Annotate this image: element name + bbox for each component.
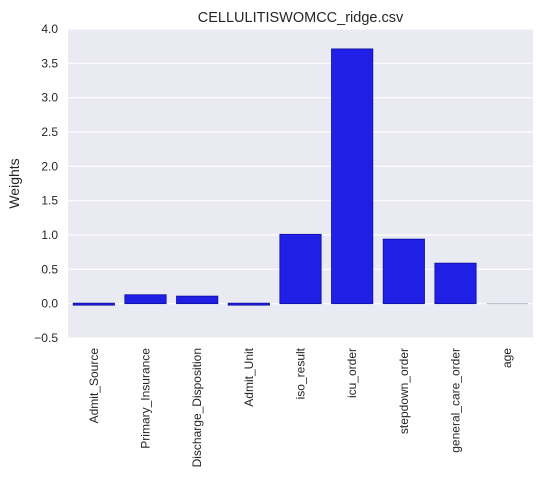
x-tick-label: iso_result bbox=[294, 347, 308, 399]
x-tick-label: Admit_Unit bbox=[242, 347, 256, 406]
y-tick-labels: −0.5 0.0 0.5 1.0 1.5 2.0 2.5 3.0 3.5 4.0 bbox=[34, 22, 58, 345]
bar-stepdown-order bbox=[382, 238, 425, 305]
bar-iso-result bbox=[279, 233, 322, 305]
y-tick-label: 2.0 bbox=[41, 159, 58, 173]
bar-icu-order bbox=[331, 48, 374, 305]
bars bbox=[72, 48, 528, 306]
y-tick-label: 4.0 bbox=[41, 22, 58, 36]
y-tick-label: 3.0 bbox=[41, 91, 58, 105]
y-tick-label: 1.5 bbox=[41, 194, 58, 208]
y-axis-title: Weights bbox=[6, 158, 22, 208]
y-tick-label: 0.5 bbox=[41, 262, 58, 276]
x-tick-label: stepdown_order bbox=[397, 348, 411, 434]
x-tick-label: Primary_Insurance bbox=[139, 348, 153, 449]
x-tick-label: general_care_order bbox=[449, 348, 463, 453]
bar-age bbox=[486, 303, 528, 305]
bar-general-care-order bbox=[434, 262, 477, 305]
y-tick-label: 3.5 bbox=[41, 56, 58, 70]
y-tick-label: −0.5 bbox=[34, 331, 58, 345]
y-tick-label: 2.5 bbox=[41, 125, 58, 139]
bar-admit-unit bbox=[227, 302, 270, 306]
x-tick-label: Admit_Source bbox=[87, 348, 101, 424]
x-tick-label: icu_order bbox=[345, 348, 359, 398]
bar-admit-source bbox=[72, 302, 115, 306]
y-tick-label: 1.0 bbox=[41, 228, 58, 242]
bar-discharge-disposition bbox=[176, 295, 219, 305]
x-tick-labels: Admit_Source Primary_Insurance Discharge_D… bbox=[87, 347, 514, 467]
x-tick-label: age bbox=[500, 348, 514, 368]
chart-title: CELLULITISWOMCC_ridge.csv bbox=[198, 10, 404, 26]
x-tick-label: Discharge_Disposition bbox=[190, 348, 204, 467]
bar-primary-insurance bbox=[124, 294, 167, 305]
y-tick-label: 0.0 bbox=[41, 297, 58, 311]
